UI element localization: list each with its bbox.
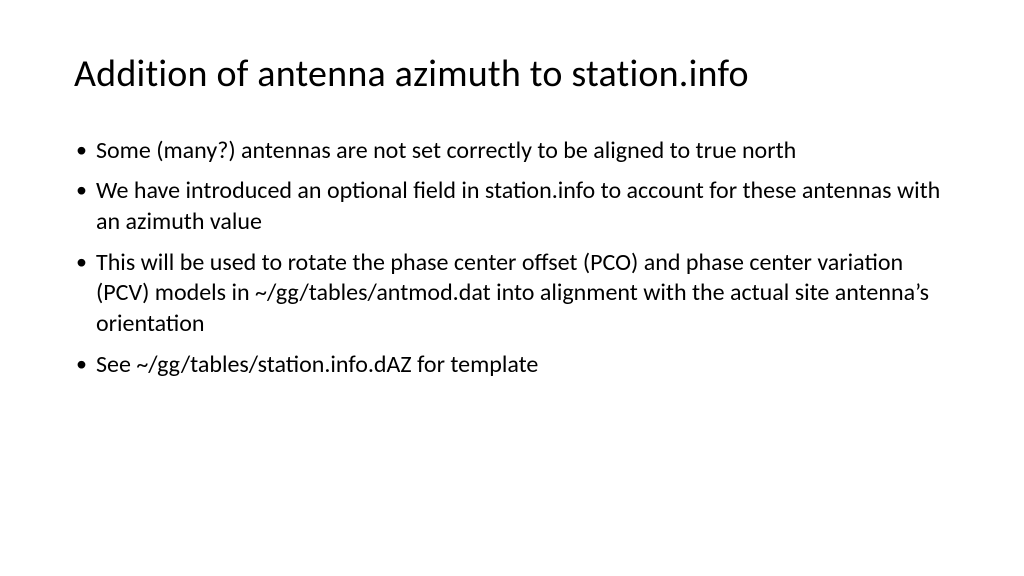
slide-title: Addition of antenna azimuth to station.i… <box>74 52 950 98</box>
bullet-list: Some (many?) antennas are not set correc… <box>74 136 950 381</box>
bullet-item: Some (many?) antennas are not set correc… <box>74 136 950 167</box>
bullet-item: We have introduced an optional field in … <box>74 176 950 237</box>
bullet-item: See ~/gg/tables/station.info.dAZ for tem… <box>74 350 950 381</box>
slide-container: Addition of antenna azimuth to station.i… <box>0 0 1024 576</box>
bullet-item: This will be used to rotate the phase ce… <box>74 248 950 340</box>
